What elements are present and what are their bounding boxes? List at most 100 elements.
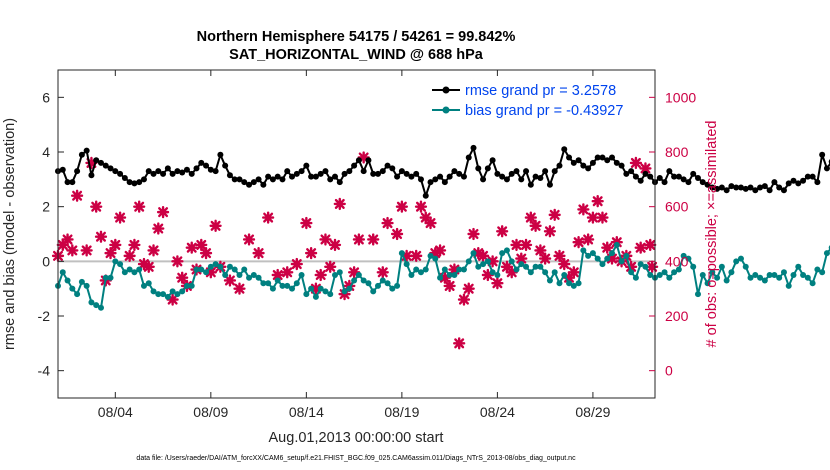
rmse-point <box>723 187 730 194</box>
y-axis-label: rmse and bias (model - observation) <box>2 118 18 350</box>
nobs-marker <box>605 252 619 265</box>
rmse-point <box>374 170 381 177</box>
nobs-marker <box>491 277 504 290</box>
rmse-point <box>804 173 811 180</box>
bias-point <box>761 277 768 284</box>
y-axis-ticks: -4 -2 0 2 4 6 <box>38 89 64 379</box>
bias-point <box>174 291 181 298</box>
nobs-marker <box>133 200 146 213</box>
rmse-point <box>212 168 219 175</box>
rmse-point <box>222 162 229 169</box>
rmse-point <box>188 170 195 177</box>
rmse-point <box>585 165 592 172</box>
bias-point <box>164 293 171 300</box>
rmse-point <box>733 184 740 191</box>
bias-point <box>814 266 821 273</box>
bias-point <box>513 266 520 273</box>
bias-point <box>790 272 797 278</box>
rmse-point <box>274 173 281 180</box>
rmse-point <box>179 169 186 176</box>
bias-point <box>489 269 496 276</box>
bias-point <box>551 269 558 276</box>
nobs-marker <box>529 219 542 232</box>
bias-point <box>757 274 764 281</box>
nobs-marker <box>486 255 499 268</box>
bias-point <box>714 274 721 281</box>
nobs-marker <box>400 249 413 263</box>
bias-point <box>566 280 573 287</box>
rmse-point <box>322 168 329 175</box>
nobs-marker <box>252 246 265 260</box>
nobs-marker <box>367 233 380 246</box>
nobs-marker <box>581 233 595 246</box>
rmse-point <box>599 154 606 161</box>
bias-point <box>728 269 735 276</box>
x-tick-label: 08/09 <box>193 404 228 420</box>
rmse-point <box>64 179 71 186</box>
bias-point <box>226 263 233 270</box>
bias-point <box>265 280 272 287</box>
rmse-point <box>169 170 176 177</box>
bias-point <box>269 285 276 292</box>
rmse-point <box>174 168 181 175</box>
rmse-point <box>527 181 534 188</box>
rmse-point <box>379 168 386 175</box>
bias-point <box>236 272 243 278</box>
nobs-marker <box>199 246 213 260</box>
rmse-point <box>556 162 563 169</box>
bias-point <box>150 288 157 295</box>
nobs-marker <box>524 211 537 224</box>
bias-point <box>542 269 549 276</box>
rmse-point <box>131 180 138 187</box>
bias-point <box>594 255 601 262</box>
nobs-marker <box>309 282 323 295</box>
rmse-point <box>752 187 759 194</box>
nobs-marker <box>548 208 561 222</box>
nobs-marker <box>314 268 327 282</box>
nobs-marker <box>424 216 437 230</box>
rmse-point <box>456 170 463 177</box>
bias-point <box>289 285 296 292</box>
rmse-point <box>484 165 491 172</box>
bias-point <box>589 250 596 257</box>
nobs-marker <box>481 268 494 282</box>
rmse-point <box>757 184 764 191</box>
y-tick-label: -2 <box>38 308 51 324</box>
rmse-point <box>475 165 482 172</box>
nobs-marker <box>553 249 566 263</box>
bias-point <box>618 258 625 265</box>
y2-tick-label: 400 <box>665 253 689 269</box>
rmse-point <box>255 176 262 183</box>
nobs-marker <box>543 225 557 238</box>
rmse-point <box>800 177 807 184</box>
bias-point <box>752 272 759 278</box>
bias-point <box>207 263 214 270</box>
bias-point <box>398 250 405 257</box>
rmse-point <box>513 168 520 175</box>
rmse-point <box>570 159 577 166</box>
rmse-point <box>580 162 587 169</box>
rmse-point <box>265 173 272 180</box>
nobs-marker <box>152 222 165 235</box>
rmse-point <box>97 159 104 166</box>
rmse-point <box>551 168 558 175</box>
nobs-marker <box>419 211 432 224</box>
rmse-point <box>193 165 200 172</box>
bias-point <box>365 280 372 287</box>
nobs-marker <box>109 238 122 252</box>
nobs-marker <box>204 266 217 279</box>
bias-point <box>446 272 453 278</box>
bias-point <box>284 282 291 289</box>
bias-point <box>355 272 362 278</box>
rmse-point <box>246 181 253 188</box>
rmse-point <box>269 176 276 183</box>
y2-tick-label: 0 <box>665 363 673 379</box>
bias-point <box>379 277 386 284</box>
bias-point <box>413 266 420 273</box>
rmse-point <box>279 176 286 183</box>
bias-point <box>198 266 205 273</box>
x-axis-ticks: 08/04 08/09 08/14 08/19 08/24 08/29 <box>98 70 611 420</box>
bias-point <box>518 261 525 268</box>
rmse-point <box>537 174 544 181</box>
bias-point <box>809 280 816 287</box>
